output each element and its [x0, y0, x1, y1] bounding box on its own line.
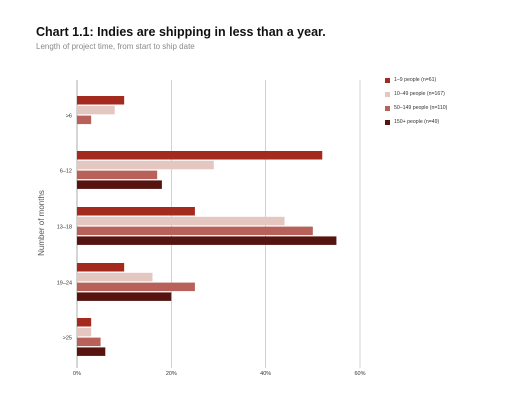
legend-swatch: [385, 91, 390, 97]
axis-labels: 0% 20% 40% 60% >6 6–12 13–18 19–24 >25: [57, 114, 366, 377]
category-label: >25: [63, 336, 72, 342]
chart-subtitle: Length of project time, from start to sh…: [36, 42, 195, 51]
category-label: >6: [66, 114, 72, 120]
bar: [77, 337, 101, 347]
legend-swatch: [385, 105, 390, 111]
legend-label: 150+ people (n=49): [394, 119, 440, 125]
y-axis-label: Number of months: [37, 190, 46, 256]
bar: [77, 96, 125, 105]
x-tick-label: 40%: [260, 371, 271, 377]
legend: 1–9 people (n=61) 10–49 people (n=167) 50–…: [385, 73, 447, 129]
x-tick-label: 60%: [354, 371, 365, 377]
legend-item: 1–9 people (n=61): [385, 73, 447, 87]
legend-label: 10–49 people (n=167): [394, 91, 445, 97]
x-tick-label: 0%: [73, 371, 81, 377]
legend-item: 50–149 people (n=110): [385, 101, 447, 115]
bar: [77, 105, 115, 115]
category-label: 19–24: [57, 281, 72, 287]
category-label: 13–18: [57, 225, 72, 231]
bar: [77, 272, 153, 282]
bar: [77, 236, 337, 245]
bar: [77, 327, 92, 337]
legend-swatch: [385, 77, 390, 83]
bar: [77, 160, 214, 170]
legend-item: 150+ people (n=49): [385, 115, 447, 129]
bar: [77, 226, 313, 236]
x-tick-label: 20%: [166, 371, 177, 377]
bar: [77, 282, 195, 292]
chart-title: Chart 1.1: Indies are shipping in less t…: [36, 25, 326, 39]
legend-swatch: [385, 119, 390, 125]
bar: [77, 292, 172, 301]
legend-label: 1–9 people (n=61): [394, 77, 437, 83]
legend-label: 50–149 people (n=110): [394, 105, 448, 111]
bar: [77, 180, 162, 189]
legend-item: 10–49 people (n=167): [385, 87, 447, 101]
bar: [77, 170, 158, 180]
bar: [77, 207, 195, 216]
bar: [77, 216, 285, 226]
bar: [77, 263, 125, 272]
category-label: 6–12: [60, 169, 72, 175]
bars: [77, 96, 337, 356]
bar: [77, 151, 323, 160]
bar: [77, 115, 92, 125]
bar: [77, 347, 106, 356]
bar: [77, 318, 92, 327]
